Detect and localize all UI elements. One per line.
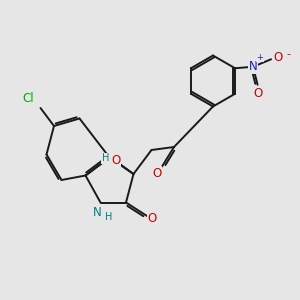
Text: H: H (102, 153, 109, 164)
Text: +: + (256, 53, 263, 62)
Text: O: O (254, 87, 263, 100)
Text: O: O (152, 167, 161, 180)
Text: Cl: Cl (23, 92, 34, 106)
Text: O: O (111, 154, 120, 167)
Text: O: O (148, 212, 157, 226)
Text: H: H (105, 212, 112, 223)
Text: N: N (249, 60, 257, 73)
Text: -: - (286, 49, 290, 59)
Text: O: O (273, 51, 282, 64)
Text: N: N (93, 206, 102, 220)
